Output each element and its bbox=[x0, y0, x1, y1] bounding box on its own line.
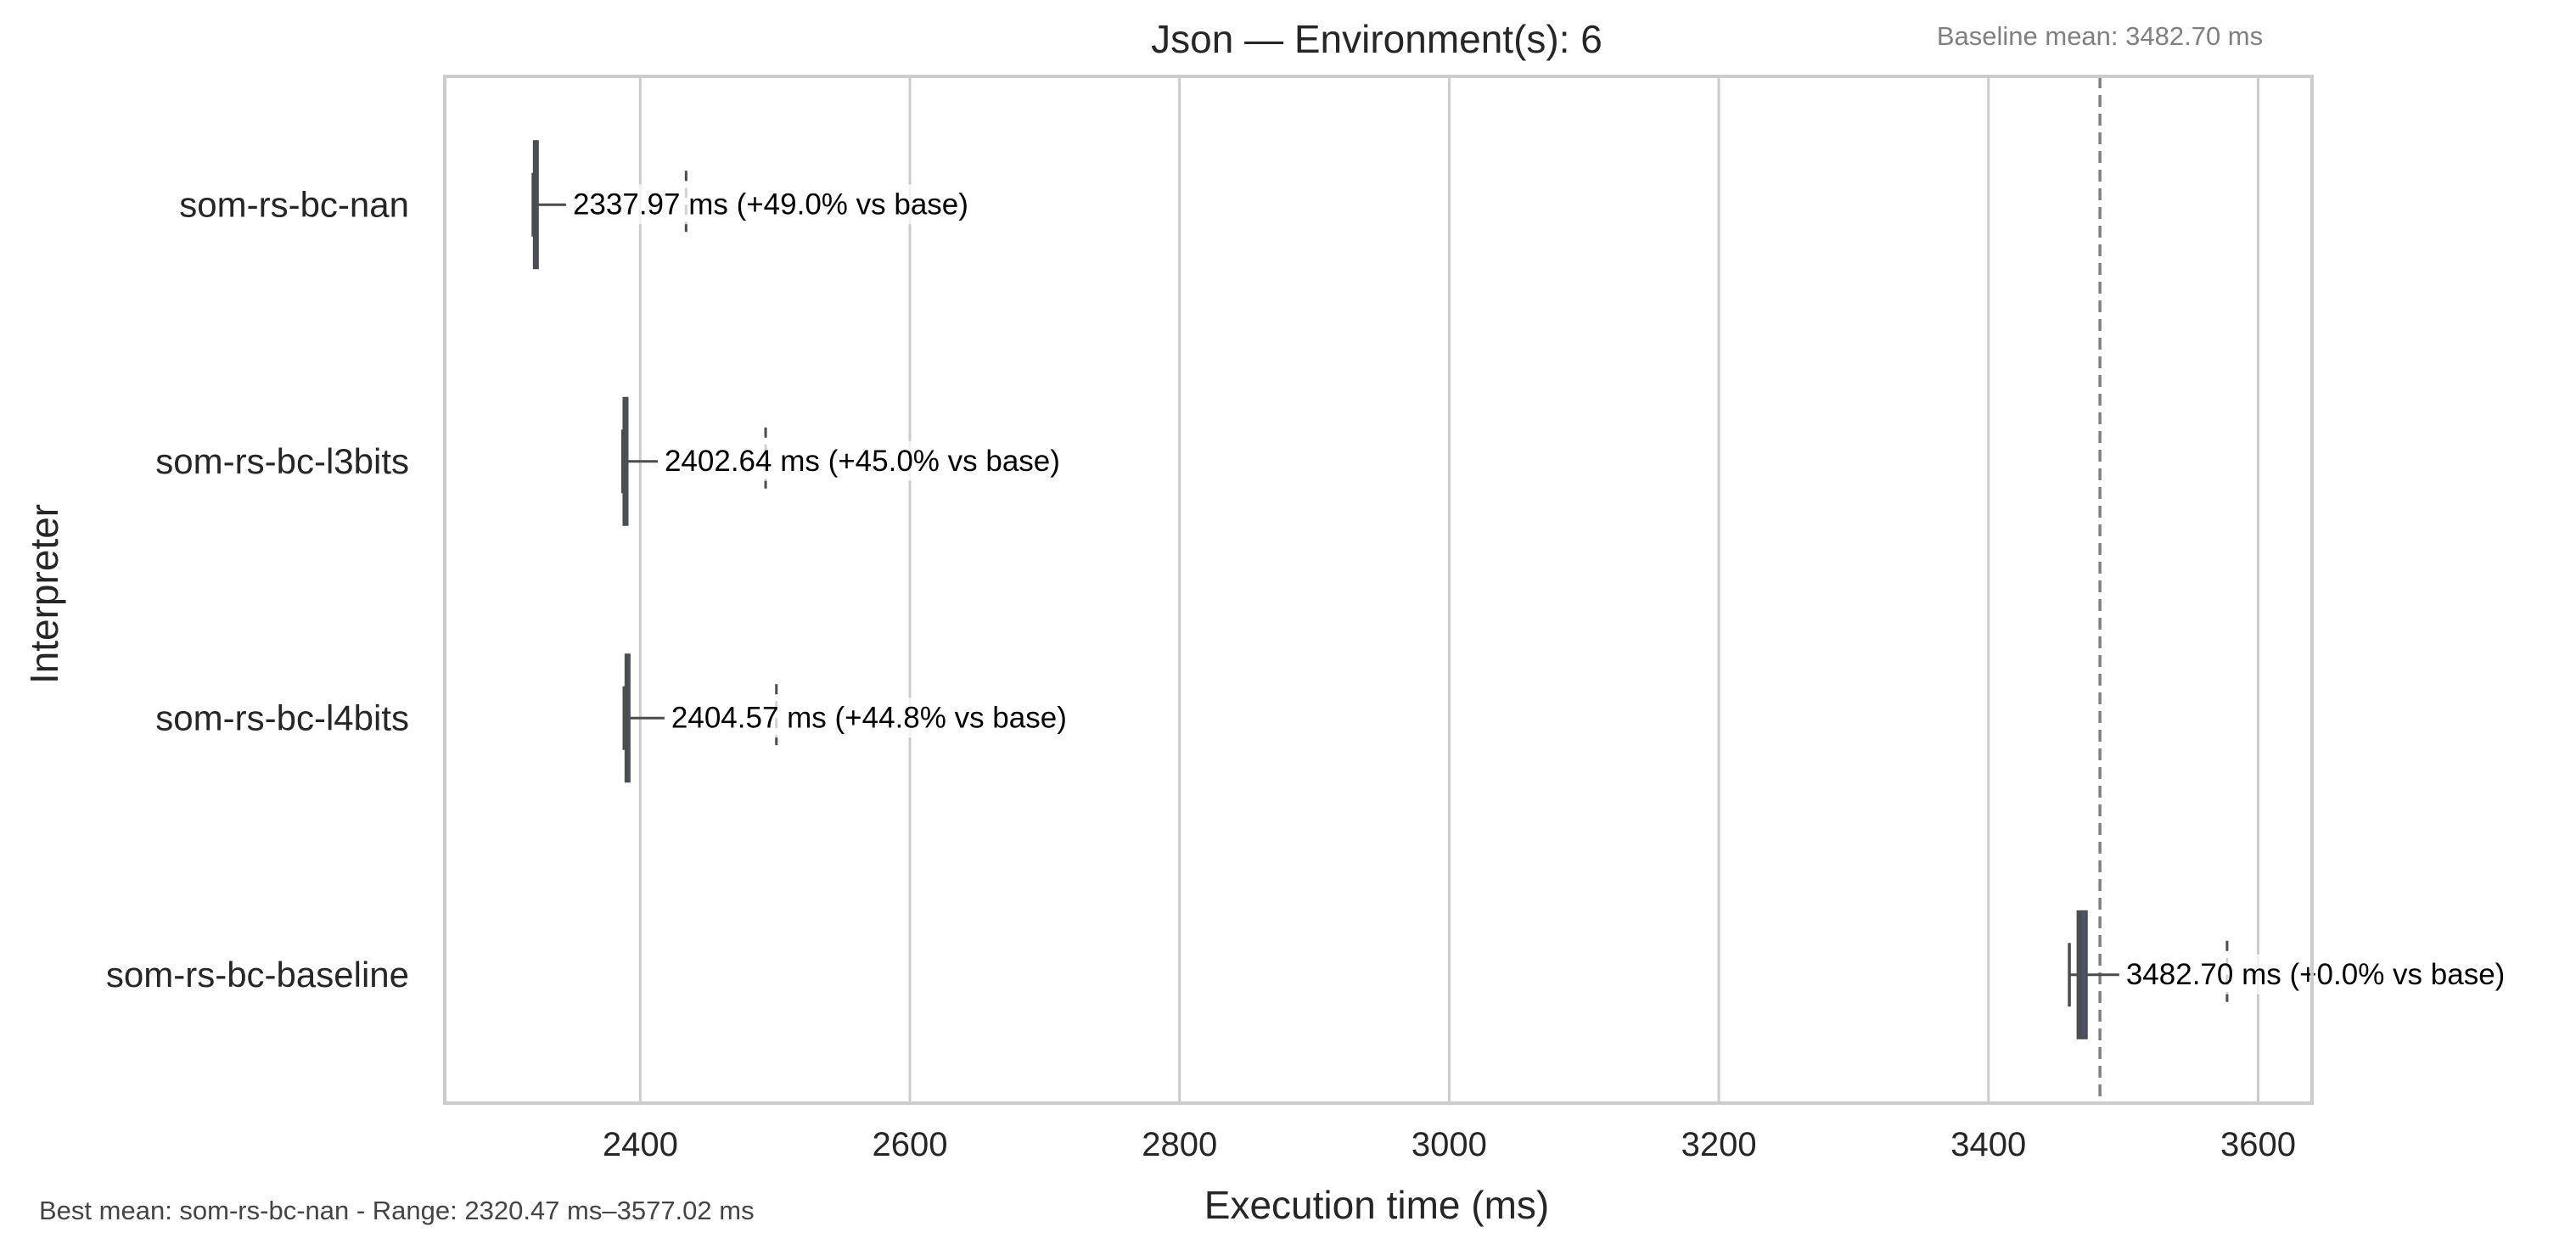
mean-label: 2404.57 ms (+44.8% vs base) bbox=[671, 701, 1067, 734]
y-tick-label: som-rs-bc-nan bbox=[179, 184, 409, 224]
x-tick-label: 3000 bbox=[1411, 1126, 1487, 1163]
y-tick-label: som-rs-bc-l3bits bbox=[155, 441, 409, 481]
x-tick-label: 2800 bbox=[1142, 1126, 1217, 1163]
y-tick-labels: som-rs-bc-nan som-rs-bc-l3bits som-rs-bc-l… bbox=[106, 184, 409, 994]
chart-title: Json — Environment(s): 6 bbox=[1151, 17, 1602, 61]
plot-frame bbox=[443, 75, 2314, 1105]
y-axis-label: Interpreter bbox=[22, 504, 66, 684]
mean-label-background bbox=[665, 698, 1072, 738]
mean-labels: 2337.97 ms (+49.0% vs base) 2402.64 ms (+… bbox=[567, 184, 2511, 994]
baseline-mean-label: Baseline mean: 3482.70 ms bbox=[1937, 21, 2263, 51]
x-tick-label: 2600 bbox=[873, 1126, 948, 1163]
grid-lines bbox=[638, 76, 2259, 1103]
iqr-box bbox=[2076, 910, 2088, 1039]
y-tick-label: som-rs-bc-l4bits bbox=[155, 698, 409, 737]
boxes bbox=[531, 140, 2229, 1039]
x-tick-labels: 2400 2600 2800 3000 3200 3400 3600 bbox=[603, 1126, 2296, 1163]
mean-label-background bbox=[567, 184, 974, 225]
x-tick-label: 3400 bbox=[1950, 1126, 2026, 1163]
mean-label-background bbox=[2120, 954, 2511, 994]
mean-label-group: 2337.97 ms (+49.0% vs base) bbox=[567, 184, 974, 225]
box-som-rs-bc-l3bits bbox=[620, 396, 767, 526]
footer-summary: Best mean: som-rs-bc-nan - Range: 2320.4… bbox=[39, 1196, 755, 1225]
mean-label-group: 2402.64 ms (+45.0% vs base) bbox=[659, 440, 1065, 481]
mean-label: 2402.64 ms (+45.0% vs base) bbox=[665, 445, 1060, 478]
mean-label-background bbox=[659, 440, 1065, 481]
mean-label: 2337.97 ms (+49.0% vs base) bbox=[573, 188, 968, 221]
x-tick-label: 2400 bbox=[603, 1126, 678, 1163]
x-tick-label: 3600 bbox=[2220, 1126, 2296, 1163]
mean-label-group: 2404.57 ms (+44.8% vs base) bbox=[665, 698, 1072, 738]
mean-label-group: 3482.70 ms (+0.0% vs base) bbox=[2120, 954, 2511, 994]
x-tick-label: 3200 bbox=[1681, 1126, 1757, 1163]
y-tick-label: som-rs-bc-baseline bbox=[106, 955, 409, 994]
x-axis-label: Execution time (ms) bbox=[1204, 1183, 1549, 1227]
mean-label: 3482.70 ms (+0.0% vs base) bbox=[2126, 958, 2506, 991]
